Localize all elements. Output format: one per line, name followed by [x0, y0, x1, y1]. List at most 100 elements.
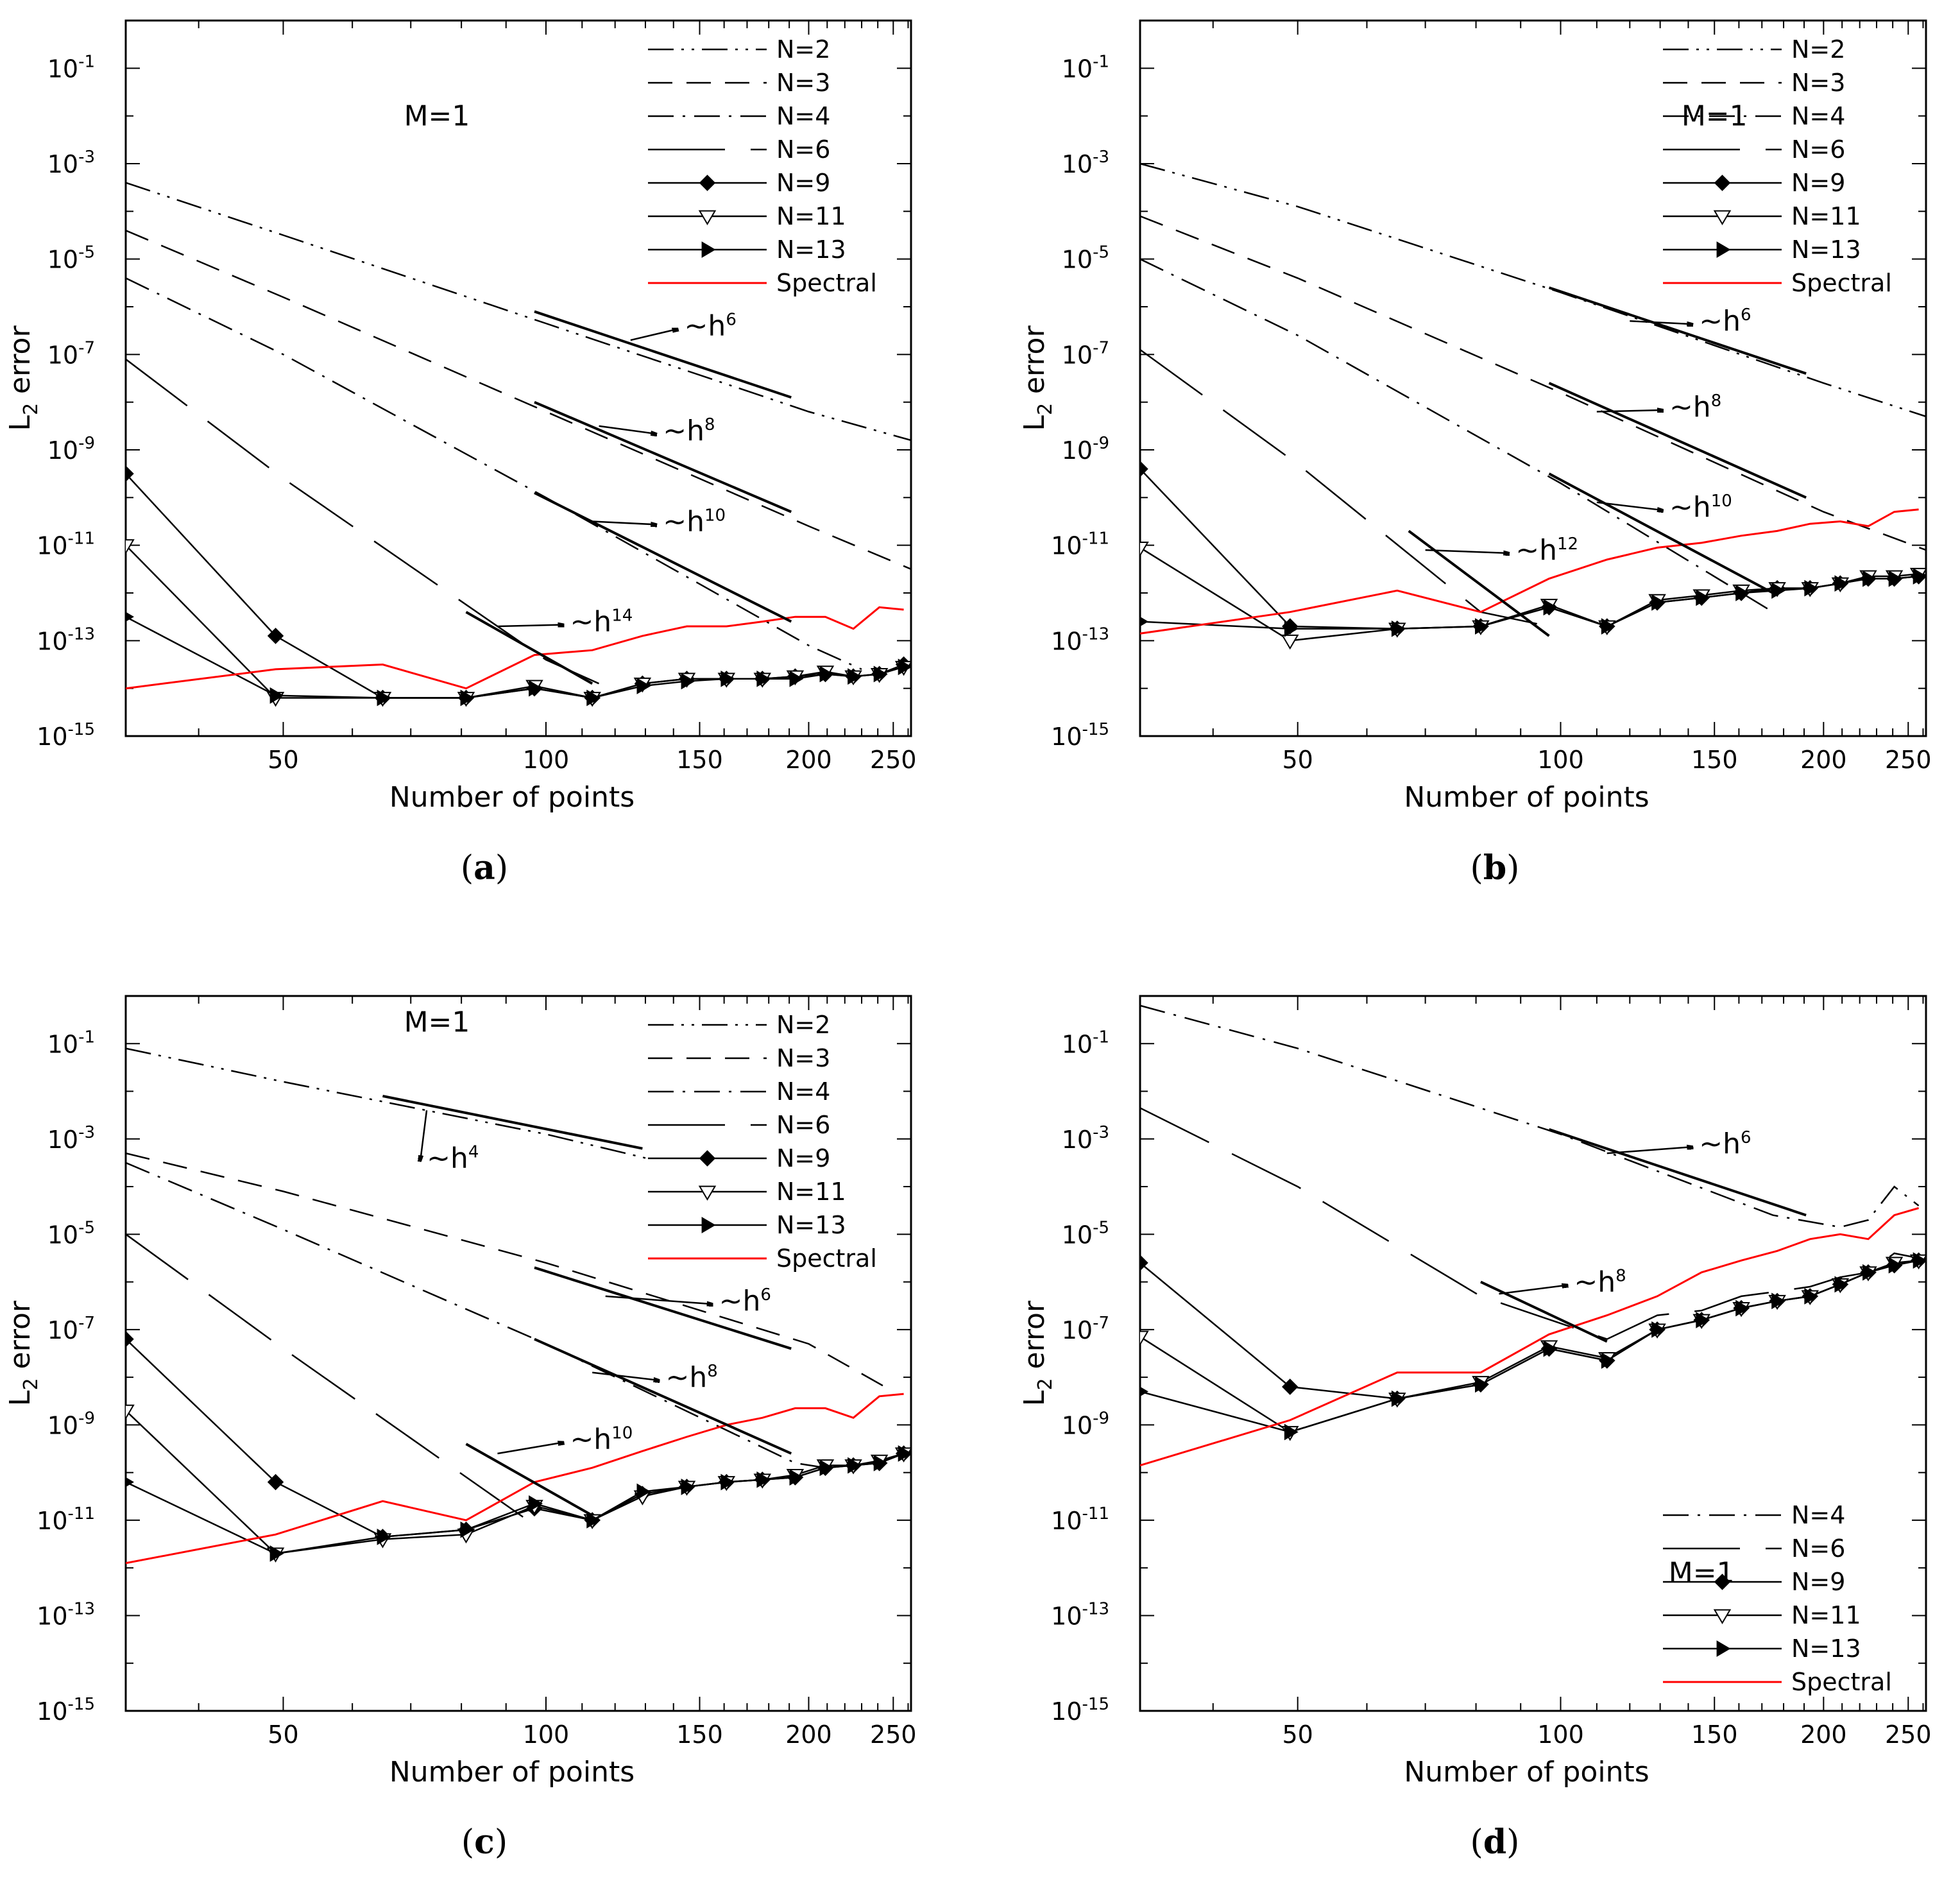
legend-entry-label: N=3 — [776, 69, 830, 97]
slope-label-exp: 6 — [1741, 305, 1751, 325]
series-line-spectral — [1140, 508, 1919, 635]
slope-label: ~h10 — [1669, 491, 1732, 524]
slope-arrow — [420, 1110, 428, 1161]
data-point-n13 — [1804, 579, 1819, 597]
legend-marker — [1716, 1640, 1731, 1657]
data-point-n13 — [1888, 1257, 1903, 1274]
data-point-n13 — [1475, 1376, 1489, 1393]
y-axis-title-rest: error — [4, 1300, 37, 1378]
series-line-n6 — [1140, 348, 1549, 628]
x-tick-label: 50 — [268, 1720, 298, 1749]
y-tick-label: 10-7 — [1062, 1314, 1109, 1344]
legend-marker — [698, 1185, 717, 1201]
legend-entry-label: N=13 — [776, 1211, 846, 1239]
y-tick-label-exp: -3 — [1093, 148, 1109, 167]
data-point-n13 — [1696, 589, 1710, 606]
y-tick-label: 10-9 — [1062, 434, 1109, 465]
slope-reference-line — [534, 310, 792, 399]
slope-reference-line — [534, 492, 792, 623]
slope-reference-line — [1548, 286, 1807, 375]
panel-label: (d) — [1470, 1823, 1520, 1862]
slope-label: ~h6 — [719, 1285, 771, 1317]
data-point-n13 — [529, 680, 543, 697]
data-point-n13 — [460, 1521, 475, 1538]
legend-entry-label: N=11 — [776, 202, 846, 230]
slope-arrow — [1596, 501, 1663, 510]
x-axis-title: Number of points — [389, 1756, 635, 1789]
data-point-n13 — [819, 665, 834, 683]
series-line-n11 — [126, 1410, 904, 1555]
data-point-n13 — [1771, 1292, 1786, 1310]
y-tick-label-exp: -5 — [78, 243, 95, 262]
slope-label: ~h10 — [663, 505, 726, 538]
data-point-n13 — [377, 1529, 391, 1545]
slope-reference-line — [534, 1337, 792, 1455]
plot-frame — [1139, 19, 1927, 737]
series-line-n2 — [126, 182, 911, 442]
legend-entry-label: N=2 — [776, 35, 830, 64]
plot-frame — [1139, 995, 1927, 1712]
slope-label-base: ~h — [1515, 534, 1557, 567]
y-tick-label: 10-9 — [47, 1409, 95, 1439]
slope-reference-line — [465, 1443, 593, 1517]
y-tick-label: 10-11 — [1051, 1504, 1109, 1535]
x-tick-label: 200 — [785, 1720, 832, 1749]
y-tick-label-base: 10 — [37, 627, 67, 655]
y-axis-title-group: L2 error — [4, 1300, 42, 1406]
y-tick-label-exp: -3 — [1093, 1123, 1109, 1142]
y-tick-label-base: 10 — [47, 1030, 78, 1058]
data-point-n13 — [681, 673, 695, 690]
slope-label-base: ~h — [427, 1142, 468, 1174]
x-tick-label: 50 — [268, 746, 298, 774]
slope-label-exp: 10 — [704, 506, 726, 525]
slope-label-exp: 12 — [1557, 535, 1578, 554]
legend-entry-label: Spectral — [1791, 269, 1892, 297]
y-tick-label-exp: -15 — [68, 1695, 95, 1714]
slope-label-base: ~h — [719, 1285, 761, 1317]
x-tick-label: 200 — [1800, 1720, 1847, 1749]
series-line-n4 — [1140, 1004, 1920, 1228]
legend-entry-label: N=9 — [776, 169, 830, 197]
data-area — [126, 182, 911, 707]
y-tick-label-base: 10 — [47, 150, 78, 178]
slope-arrow — [1606, 1147, 1692, 1154]
slope-arrow — [599, 425, 657, 434]
panel-label: (c) — [461, 1823, 507, 1862]
slope-label-base: ~h — [685, 310, 726, 343]
legend-entry-label: N=2 — [1791, 35, 1845, 64]
y-tick-label-exp: -7 — [1093, 338, 1109, 357]
y-axis-title-sub: 2 — [1034, 1378, 1057, 1390]
slope-reference-line — [1548, 382, 1807, 499]
y-tick-label-exp: -9 — [78, 434, 95, 453]
slope-label-exp: 8 — [1711, 391, 1722, 411]
x-tick-label: 200 — [1800, 746, 1847, 774]
y-axis-title-main: L — [1018, 1390, 1051, 1406]
data-point-n13 — [1601, 1352, 1615, 1369]
x-tick-label: 100 — [523, 746, 570, 774]
y-tick-label-exp: -3 — [78, 1123, 95, 1142]
y-axis-title-main: L — [4, 1390, 37, 1406]
slope-label-exp: 8 — [1615, 1266, 1626, 1285]
panel-label-letter: a — [473, 848, 495, 888]
y-tick-label: 10-3 — [1062, 1123, 1109, 1154]
y-axis-title-rest: error — [4, 325, 37, 403]
slope-label-base: ~h — [1669, 391, 1711, 424]
y-tick-label-exp: -11 — [1082, 529, 1109, 549]
panel-label-open: ( — [461, 1823, 474, 1862]
data-point-n13 — [1834, 1276, 1849, 1293]
legend-entry-label: N=3 — [1791, 69, 1845, 97]
data-point-n13 — [681, 1479, 695, 1495]
y-tick-label: 10-15 — [1051, 720, 1109, 751]
data-point-n13 — [1913, 1252, 1926, 1269]
y-tick-label-exp: -5 — [1093, 243, 1109, 262]
data-point-n9 — [1282, 1378, 1299, 1395]
data-point-n13 — [898, 1445, 911, 1462]
y-tick-label: 10-5 — [47, 243, 95, 274]
series-line-n4 — [126, 277, 862, 671]
legend-marker — [1714, 175, 1731, 191]
y-tick-label: 10-1 — [1062, 1027, 1109, 1058]
y-tick-label: 10-13 — [37, 1599, 95, 1630]
data-point-n13 — [1601, 618, 1615, 635]
slope-reference-line — [382, 1094, 643, 1150]
y-tick-label-exp: -11 — [68, 529, 95, 549]
